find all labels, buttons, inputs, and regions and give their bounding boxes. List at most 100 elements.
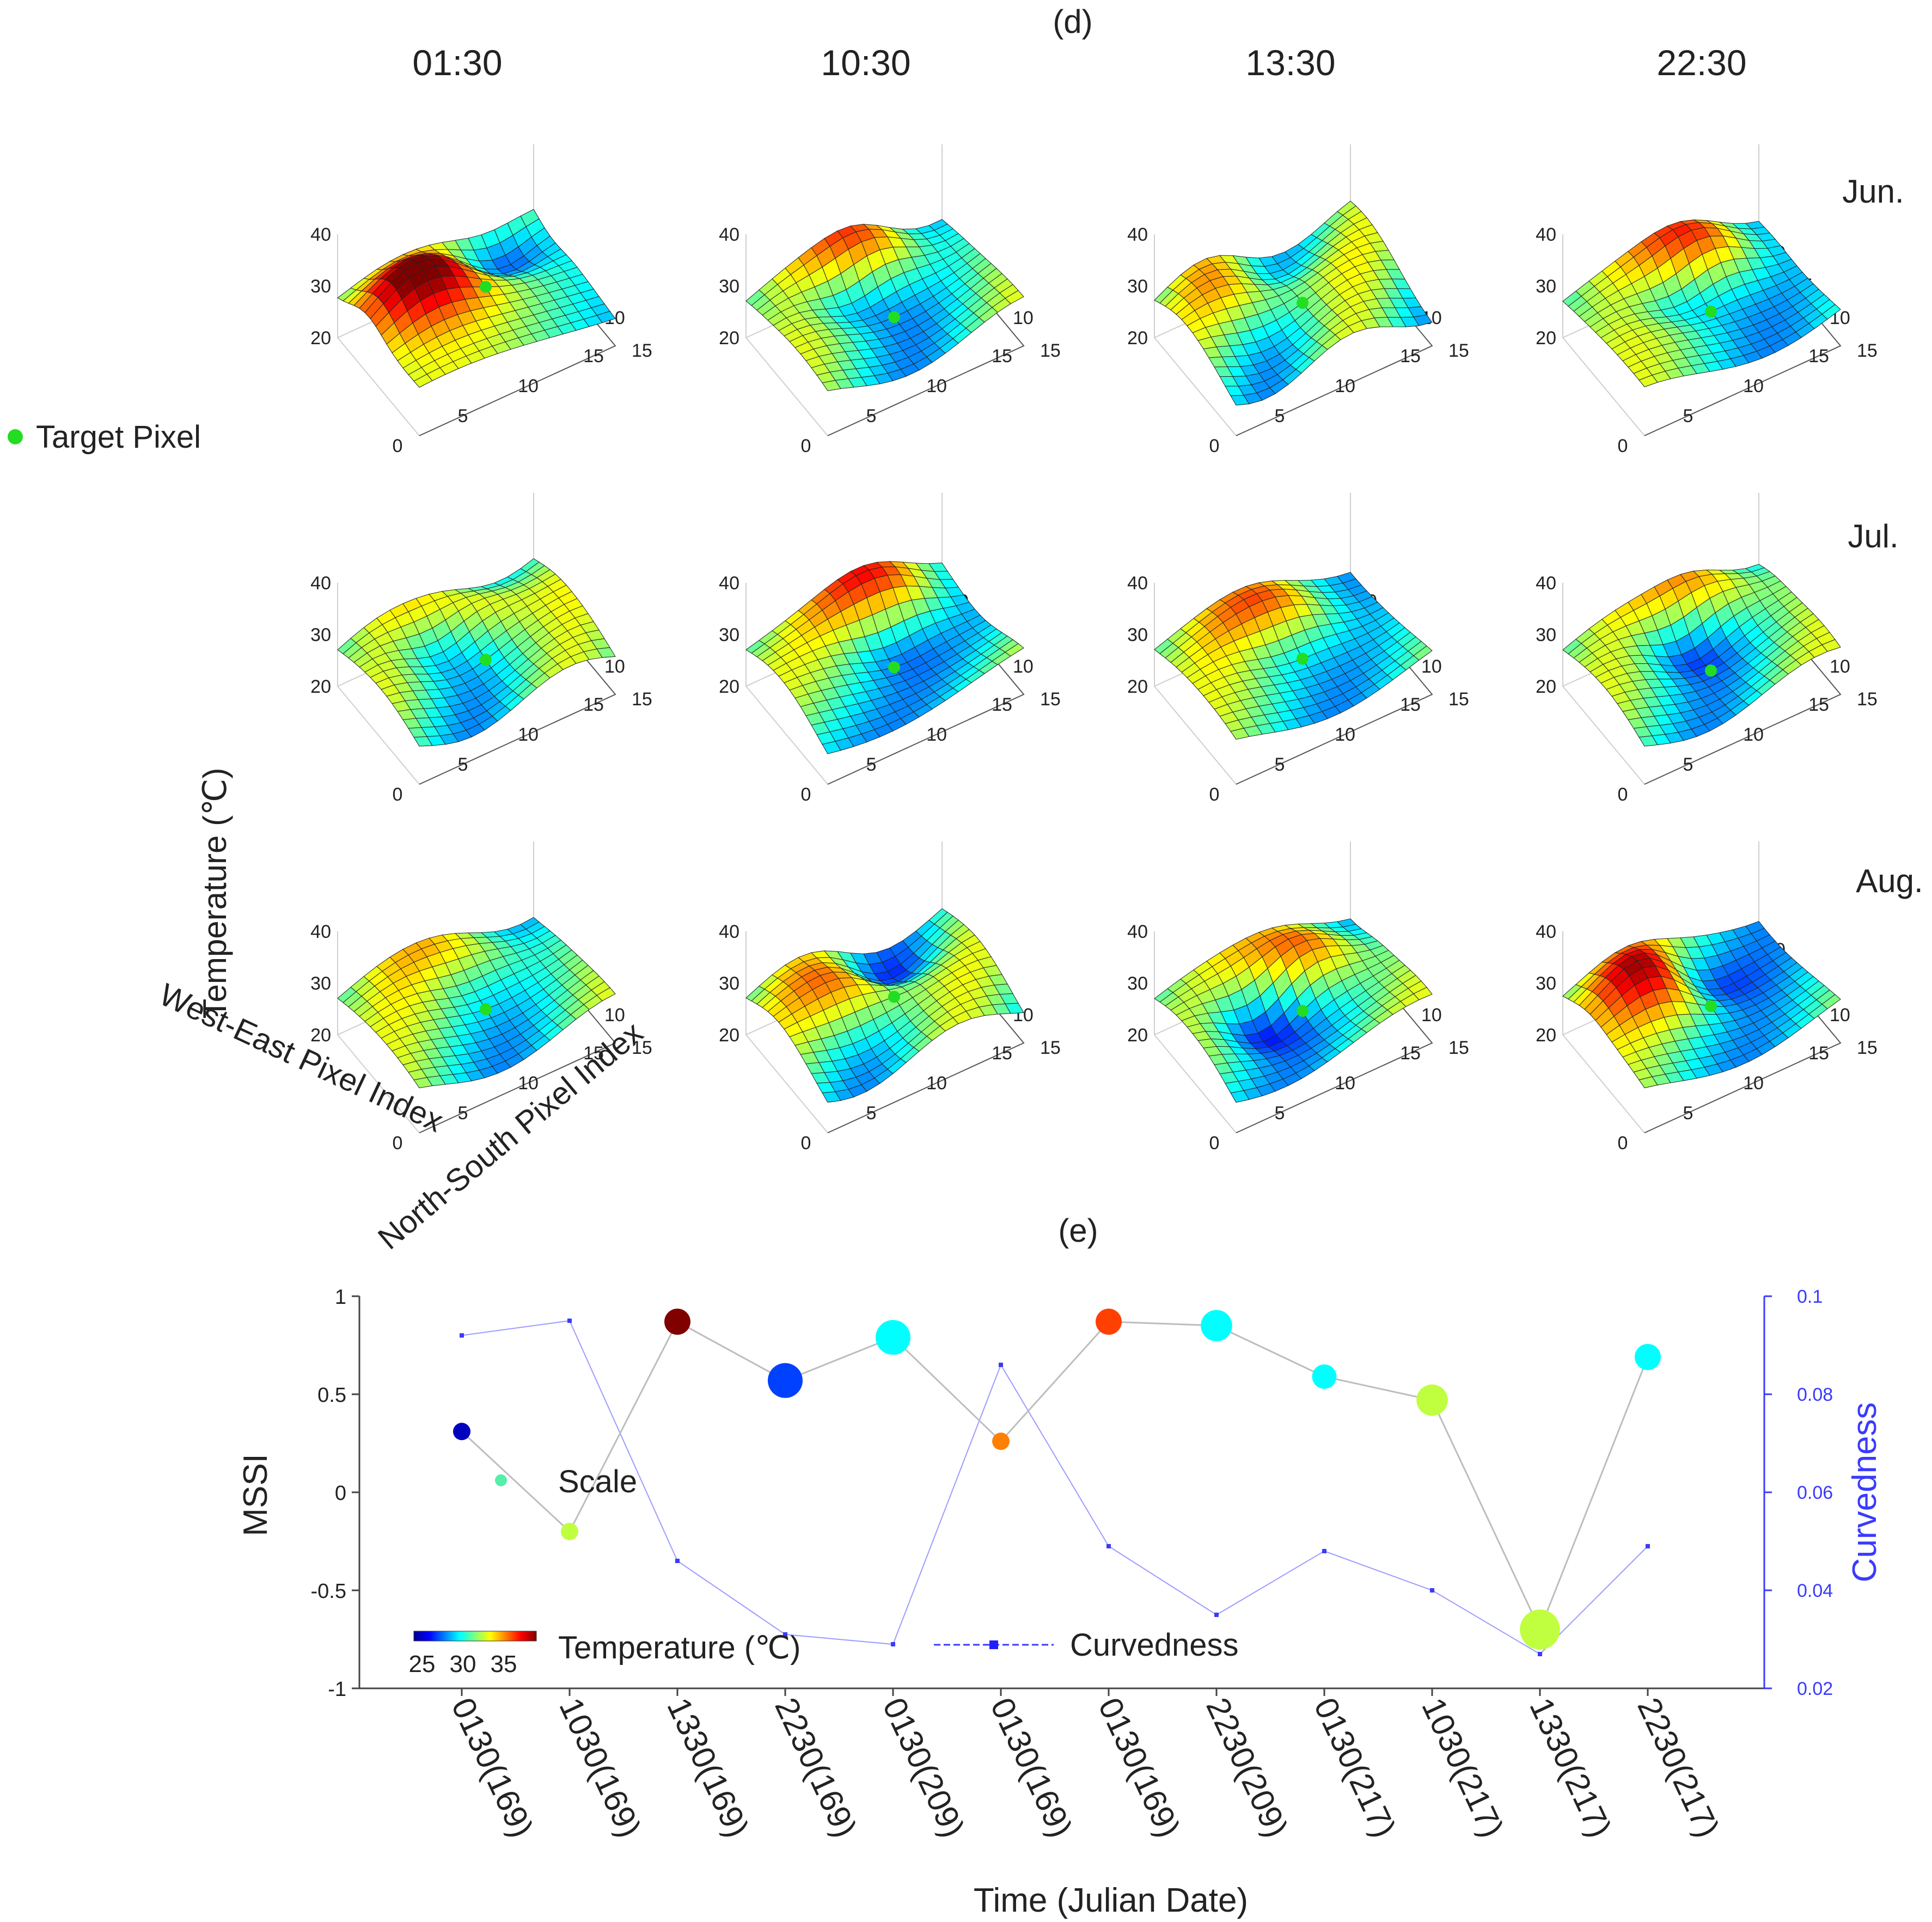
y-tick-label: 15: [1448, 1038, 1469, 1058]
mssi-point: [1416, 1384, 1448, 1416]
right-tick-label: 0.06: [1797, 1482, 1833, 1503]
x-tick-label: 0: [801, 436, 811, 456]
y-tick-label: 15: [1857, 1038, 1878, 1058]
z-tick-label: 20: [1127, 676, 1148, 697]
curvedness-line: [461, 1320, 1648, 1655]
curvedness-point: [1538, 1652, 1542, 1656]
chart-legend: Scale 25 30 35 Temperature (℃) Curvednes…: [409, 1464, 1239, 1677]
surface-cell: [1337, 200, 1356, 216]
target-pixel-point: [1297, 297, 1309, 309]
x-tick-label: 15: [583, 694, 604, 715]
z-tick-label: 20: [310, 1025, 331, 1046]
x-tick-label: 0: [1209, 784, 1220, 805]
left-tick-label: 0: [335, 1482, 346, 1505]
z-tick-label: 40: [1536, 922, 1556, 942]
x-tick-label: 10: [1743, 724, 1764, 745]
x-tick-label: 2230(169): [768, 1692, 864, 1842]
curvedness-point: [675, 1559, 680, 1563]
target-pixel-marker: [8, 429, 23, 444]
legend-colorbar-tick-25: 25: [409, 1651, 436, 1677]
target-pixel-point: [1705, 1000, 1717, 1012]
mssi-point: [561, 1523, 578, 1540]
target-pixel-label: Target Pixel: [36, 419, 201, 455]
y-tick-label: 10: [1421, 1005, 1442, 1026]
z-tick-label: 30: [1127, 625, 1148, 645]
z-tick-label: 40: [1536, 573, 1556, 594]
x-tick-label: 0: [1618, 784, 1628, 805]
y-tick-label: 15: [1857, 340, 1878, 361]
x-tick-label: 1030(217): [1415, 1692, 1511, 1842]
z-tick-label: 40: [1536, 224, 1556, 245]
z-tick-label: 30: [719, 973, 739, 994]
x-tick-label: 2230(209): [1199, 1692, 1295, 1842]
x-tick-label: 5: [866, 406, 877, 426]
target-pixel-point: [480, 1003, 492, 1016]
x-tick-label: 0: [1618, 436, 1628, 456]
target-pixel-point: [888, 661, 900, 674]
x-tick-label: 1030(169): [552, 1692, 648, 1842]
left-tick-label: 0.5: [317, 1384, 346, 1407]
mssi-point: [768, 1363, 803, 1398]
x-tick-label: 5: [1683, 406, 1693, 426]
target-pixel-point: [480, 280, 492, 293]
x-tick-label: 5: [458, 1103, 468, 1124]
x-tick-label: 5: [866, 754, 877, 775]
x-tick-label: 15: [992, 1043, 1012, 1064]
left-tick-label: -1: [328, 1678, 346, 1701]
surface-cell: [1745, 921, 1765, 934]
x-tick-label: 15: [992, 346, 1012, 367]
z-tick-label: 40: [310, 573, 331, 594]
z-tick-label: 20: [1536, 1025, 1556, 1046]
z-tick-label: 30: [1127, 973, 1148, 994]
z-tick-label: 20: [719, 328, 739, 349]
target-pixel-point: [1297, 1005, 1309, 1017]
y-tick-label: 15: [1040, 340, 1061, 361]
x-tick-label: 0130(209): [876, 1692, 971, 1842]
y-tick-label: 10: [1013, 656, 1034, 677]
mssi-point: [1312, 1364, 1337, 1389]
y-axis-title: MSSI: [237, 1454, 274, 1536]
surface-cell: [1745, 564, 1765, 572]
col-title-2: 10:30: [821, 42, 910, 83]
surface-plot: 203040051015051015: [310, 841, 652, 1154]
z-tick-label: 40: [1127, 224, 1148, 245]
legend-curvedness-label: Curvedness: [1070, 1627, 1238, 1663]
surface-cell: [520, 917, 540, 930]
surface-plot: 203040051015051015: [1536, 493, 1878, 805]
mssi-point: [664, 1308, 690, 1335]
x-tick-label: 0: [393, 784, 403, 805]
x-tick-label: 10: [926, 1073, 947, 1094]
x-tick-label: 10: [1335, 376, 1355, 396]
x-tick-label: 0: [393, 1133, 403, 1154]
x-tick-label: 15: [992, 694, 1012, 715]
z-tick-label: 30: [719, 625, 739, 645]
x-tick-label: 5: [1683, 754, 1693, 775]
surface-plot: 203040051015051015: [719, 841, 1061, 1154]
row-label-aug: Aug.: [1856, 863, 1923, 899]
x-tick-label: 15: [1808, 694, 1829, 715]
z-tick-label: 20: [719, 676, 739, 697]
x-tick-label: 5: [1275, 406, 1285, 426]
curvedness-point: [460, 1333, 464, 1338]
z-tick-label: 30: [310, 625, 331, 645]
curvedness-point: [1322, 1549, 1326, 1553]
x-tick-label: 5: [1683, 1103, 1693, 1124]
x-tick-label: 5: [458, 754, 468, 775]
mssi-point: [1096, 1308, 1122, 1335]
x-tick-label: 15: [1400, 346, 1421, 367]
right-tick-label: 0.1: [1797, 1286, 1823, 1307]
y-tick-label: 10: [1830, 656, 1850, 677]
x-tick-label: 15: [1808, 1043, 1829, 1064]
z-tick-label: 40: [1127, 922, 1148, 942]
col-title-3: 13:30: [1245, 42, 1335, 83]
panel-e-label: (e): [1058, 1212, 1098, 1249]
z-tick-label: 20: [310, 328, 331, 349]
right-tick-label: 0.02: [1797, 1679, 1833, 1699]
row-label-jul: Jul.: [1848, 518, 1898, 554]
left-ticks: -1 -0.5 0 0.5 1: [311, 1286, 359, 1701]
x-tick-label: 10: [518, 376, 539, 396]
x-tick-label: 15: [1808, 346, 1829, 367]
y-tick-label: 15: [632, 340, 652, 361]
y-tick-label: 10: [604, 656, 625, 677]
surface-cell: [1337, 572, 1356, 584]
